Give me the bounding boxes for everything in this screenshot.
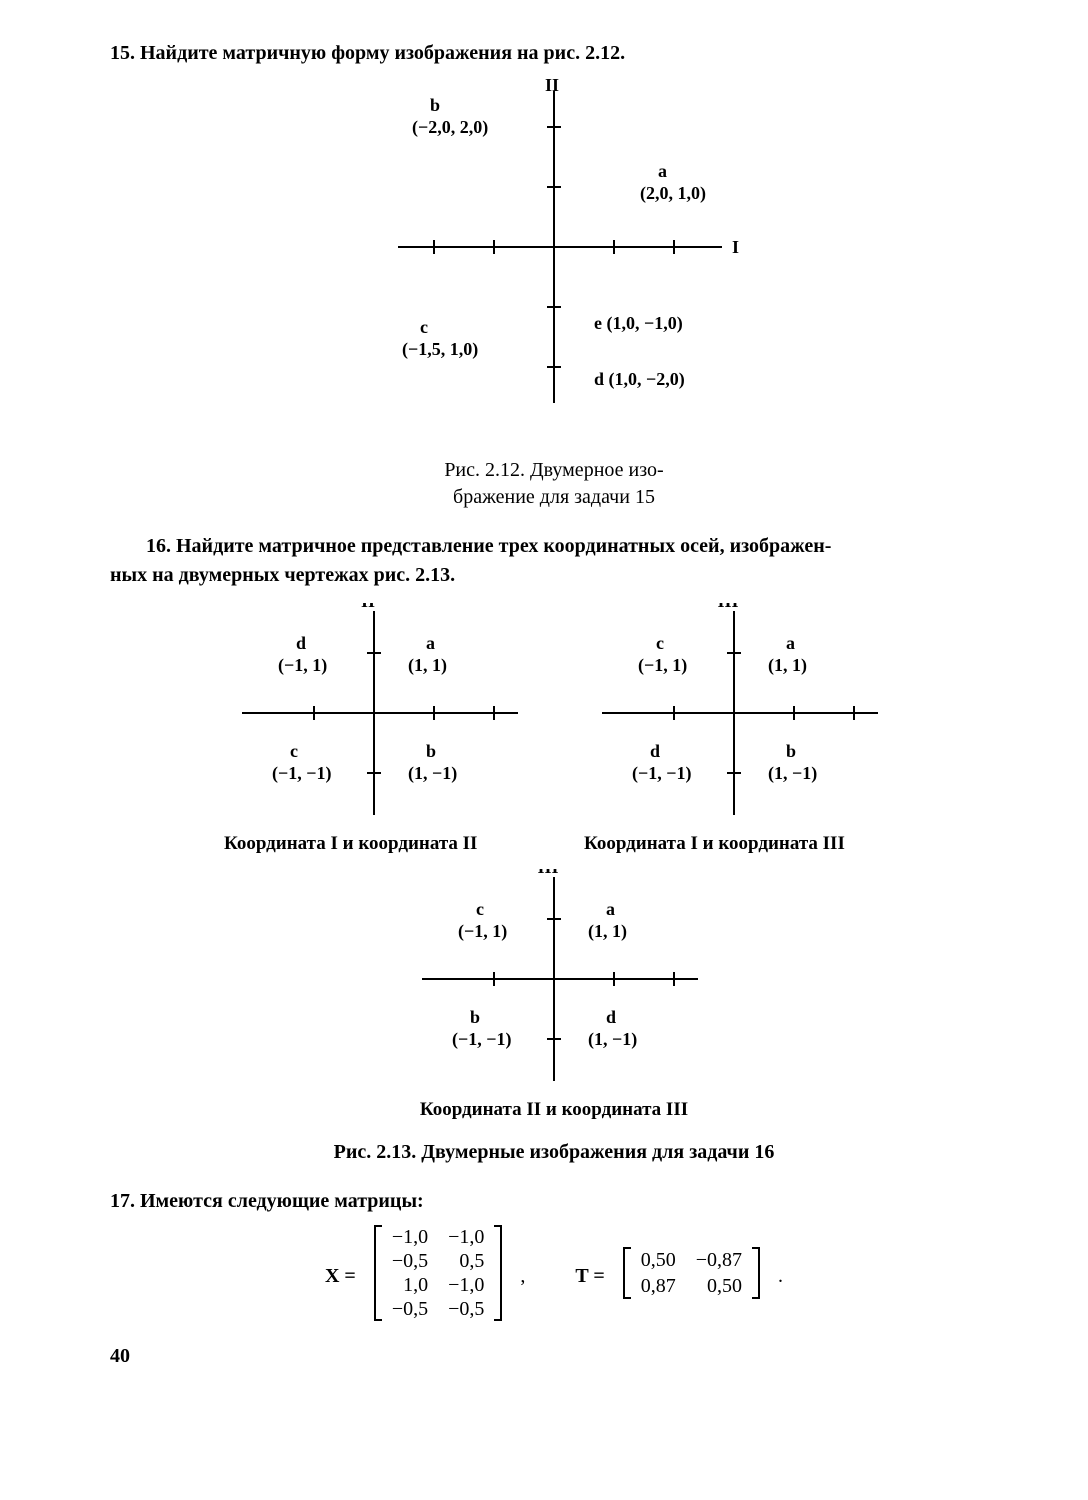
svg-text:e (1,0, −1,0): e (1,0, −1,0)	[594, 313, 683, 334]
svg-text:(1, −1): (1, −1)	[408, 763, 457, 784]
caption-2-13: Рис. 2.13. Двумерные изображения для зад…	[110, 1139, 998, 1166]
svg-text:d (1,0, −2,0): d (1,0, −2,0)	[594, 369, 685, 390]
page-number: 40	[110, 1345, 998, 1368]
svg-text:I: I	[732, 237, 739, 257]
matrix-T: 0,50−0,870,870,50	[623, 1247, 760, 1305]
svg-text:c: c	[656, 633, 664, 653]
caption-2-12: Рис. 2.12. Двумерное изо- бражение для з…	[110, 457, 998, 511]
svg-text:c: c	[290, 741, 298, 761]
comma: ,	[520, 1265, 525, 1288]
svg-text:(−1,5, 1,0): (−1,5, 1,0)	[402, 339, 478, 360]
matrix-X-label: X =	[325, 1265, 356, 1288]
svg-text:(−2,0, 2,0): (−2,0, 2,0)	[412, 117, 488, 138]
svg-text:a: a	[426, 633, 435, 653]
matrix-T-label: T =	[575, 1265, 604, 1288]
svg-text:d: d	[296, 633, 306, 653]
problem-17: 17. Имеются следующие матрицы:	[110, 1188, 998, 1215]
svg-text:a: a	[606, 899, 615, 919]
problem-15: 15. Найдите матричную форму изображения …	[110, 40, 998, 67]
figure-2-13-top-row: IIId(−1, 1)a(1, 1)c(−1, −1)b(1, −1) Коор…	[110, 603, 998, 855]
svg-text:II: II	[545, 77, 559, 95]
svg-text:b: b	[430, 95, 440, 115]
svg-text:(2,0, 1,0): (2,0, 1,0)	[640, 183, 706, 204]
sublabel-c: Координата II и координата III	[110, 1099, 998, 1121]
svg-text:(1, 1): (1, 1)	[588, 921, 627, 942]
svg-text:c: c	[420, 317, 428, 337]
problem-16-line2: ных на двумерных чертежах рис. 2.13.	[110, 562, 998, 589]
svg-text:(−1, −1): (−1, −1)	[452, 1029, 512, 1050]
svg-text:b: b	[786, 741, 796, 761]
caption-2-12-line1: Рис. 2.12. Двумерное изо-	[444, 459, 663, 481]
matrices-row: X = −1,0−1,0−0,50,51,0−1,0−0,5−0,5 , T =…	[110, 1225, 998, 1327]
svg-text:(−1, −1): (−1, −1)	[272, 763, 332, 784]
svg-text:b: b	[470, 1007, 480, 1027]
svg-text:b: b	[426, 741, 436, 761]
svg-text:III: III	[537, 869, 558, 877]
matrix-X: −1,0−1,0−0,50,51,0−1,0−0,5−0,5	[374, 1225, 503, 1327]
svg-text:d: d	[650, 741, 660, 761]
svg-text:II: II	[361, 603, 375, 611]
svg-text:a: a	[786, 633, 795, 653]
svg-text:(−1, 1): (−1, 1)	[458, 921, 507, 942]
sublabel-b: Координата I и координата III	[584, 833, 884, 855]
caption-2-12-line2: бражение для задачи 15	[453, 486, 655, 508]
figure-2-13-bottom: IIIIIc(−1, 1)a(1, 1)b(−1, −1)d(1, −1) Ко…	[110, 869, 998, 1121]
problem-16-line1: 16. Найдите матричное представление трех…	[110, 533, 998, 560]
svg-text:(−1, 1): (−1, 1)	[638, 655, 687, 676]
svg-text:c: c	[476, 899, 484, 919]
svg-text:(−1, −1): (−1, −1)	[632, 763, 692, 784]
dot: .	[778, 1265, 783, 1288]
figure-2-12: IIIb(−2,0, 2,0)a(2,0, 1,0)c(−1,5, 1,0)e …	[110, 77, 998, 443]
svg-text:(1, 1): (1, 1)	[768, 655, 807, 676]
svg-text:(1, −1): (1, −1)	[768, 763, 817, 784]
svg-text:III: III	[717, 603, 738, 611]
sublabel-a: Координата I и координата II	[224, 833, 524, 855]
svg-text:(1, 1): (1, 1)	[408, 655, 447, 676]
svg-text:(1, −1): (1, −1)	[588, 1029, 637, 1050]
svg-text:a: a	[658, 161, 667, 181]
svg-text:(−1, 1): (−1, 1)	[278, 655, 327, 676]
svg-text:d: d	[606, 1007, 616, 1027]
